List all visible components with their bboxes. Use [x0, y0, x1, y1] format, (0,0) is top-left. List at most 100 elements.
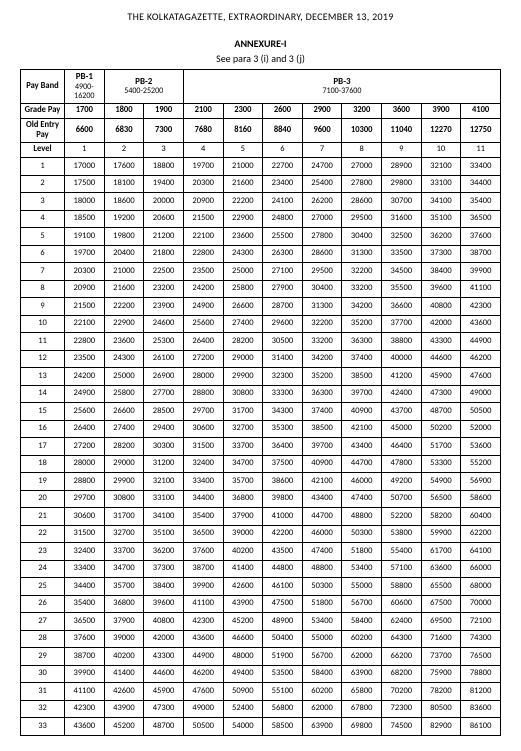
pay-cell: 31600 [382, 210, 422, 228]
see-para-note: See para 3 (i) and 3 (j) [20, 52, 501, 65]
pay-cell: 45000 [382, 420, 422, 438]
table-row: 4185001920020600215002290024800270002950… [21, 210, 501, 228]
pay-cell: 37900 [104, 613, 144, 631]
pay-cell: 40800 [144, 613, 184, 631]
pay-cell: 28200 [223, 333, 263, 351]
gradepay-col: 4100 [461, 104, 501, 119]
pay-cell: 23600 [223, 228, 263, 246]
pay-cell: 33100 [144, 490, 184, 508]
pay-cell: 43300 [421, 333, 461, 351]
pay-cell: 37400 [302, 403, 342, 421]
pay-cell: 42000 [144, 630, 184, 648]
pay-cell: 18600 [104, 193, 144, 211]
pay-cell: 35500 [382, 280, 422, 298]
table-row: 1828000290003120032400347003750040900447… [21, 455, 501, 473]
pay-cell: 30600 [183, 420, 223, 438]
pay-cell: 28200 [104, 438, 144, 456]
pay-cell: 31300 [302, 298, 342, 316]
pay-cell: 59900 [421, 525, 461, 543]
level-col: 3 [144, 143, 184, 158]
pay-cell: 36800 [104, 595, 144, 613]
pay-cell: 50500 [183, 718, 223, 736]
pay-cell: 22500 [144, 263, 184, 281]
pay-cell: 56700 [302, 648, 342, 666]
pay-cell: 41400 [223, 560, 263, 578]
payband-col-pb2: PB-2 5400-25200 [104, 70, 183, 104]
row-index: 6 [21, 245, 65, 263]
level-col: 11 [461, 143, 501, 158]
pay-cell: 38500 [342, 368, 382, 386]
pay-cell: 72300 [382, 700, 422, 718]
row-index: 14 [21, 385, 65, 403]
pay-cell: 31300 [342, 245, 382, 263]
table-row: 1022100229002460025600274002960032200352… [21, 315, 501, 333]
pay-cell: 29800 [382, 175, 422, 193]
payband-header: Pay Band [21, 70, 65, 104]
pay-cell: 36600 [382, 298, 422, 316]
pay-cell: 26400 [183, 333, 223, 351]
pay-cell: 38800 [382, 333, 422, 351]
pay-cell: 60200 [302, 683, 342, 701]
pay-cell: 36400 [263, 438, 303, 456]
table-row: 1170001760018800197002100022700247002700… [21, 158, 501, 176]
pay-cell: 34500 [382, 263, 422, 281]
pay-cell: 82900 [421, 718, 461, 736]
pay-cell: 21500 [65, 298, 105, 316]
pay-cell: 80500 [421, 700, 461, 718]
gradepay-col: 1800 [104, 104, 144, 119]
pay-cell: 55200 [461, 455, 501, 473]
pay-cell: 21600 [104, 280, 144, 298]
pay-cell: 26100 [144, 350, 184, 368]
annexure-title: ANNEXURE-I [20, 37, 501, 50]
pay-cell: 48900 [263, 613, 303, 631]
pay-cell: 34300 [263, 403, 303, 421]
pay-cell: 39600 [144, 595, 184, 613]
pay-cell: 58800 [382, 578, 422, 596]
pay-cell: 35700 [104, 578, 144, 596]
row-index: 4 [21, 210, 65, 228]
row-index: 33 [21, 718, 65, 736]
pay-cell: 48800 [342, 508, 382, 526]
pay-cell: 40000 [382, 350, 422, 368]
pay-cell: 39800 [263, 490, 303, 508]
pay-cell: 58200 [421, 508, 461, 526]
table-row: 1525600266002850029700317003430037400409… [21, 403, 501, 421]
pay-cell: 44600 [421, 350, 461, 368]
pay-cell: 33700 [104, 543, 144, 561]
gradepay-col: 2900 [302, 104, 342, 119]
pay-cell: 58400 [302, 665, 342, 683]
pay-cell: 51800 [302, 595, 342, 613]
oldentrypay-col: 8160 [223, 118, 263, 143]
pay-cell: 43400 [342, 438, 382, 456]
pay-cell: 36300 [302, 385, 342, 403]
pay-cell: 58600 [461, 490, 501, 508]
pay-cell: 37900 [223, 508, 263, 526]
pay-cell: 49000 [183, 700, 223, 718]
pay-cell: 33100 [421, 175, 461, 193]
table-row: 3141100426004590047600509005510060200658… [21, 683, 501, 701]
pay-cell: 46100 [263, 578, 303, 596]
pay-cell: 33400 [183, 473, 223, 491]
gradepay-header: Grade Pay [21, 104, 65, 119]
pay-cell: 53300 [421, 455, 461, 473]
gradepay-col: 1700 [65, 104, 105, 119]
table-row: 8209002160023200242002580027900304003320… [21, 280, 501, 298]
pay-cell: 28900 [382, 158, 422, 176]
pay-cell: 27700 [144, 385, 184, 403]
table-row: 1626400274002940030600327003530038500421… [21, 420, 501, 438]
pay-cell: 28000 [65, 455, 105, 473]
pay-cell: 39700 [342, 385, 382, 403]
pay-cell: 45900 [144, 683, 184, 701]
pay-cell: 34400 [65, 578, 105, 596]
pay-cell: 73700 [421, 648, 461, 666]
pay-cell: 64300 [382, 630, 422, 648]
row-index: 25 [21, 578, 65, 596]
page: THE KOLKATAGAZETTE, EXTRAORDINARY, DECEM… [0, 0, 521, 751]
level-col: 7 [302, 143, 342, 158]
row-index: 13 [21, 368, 65, 386]
pay-cell: 40200 [104, 648, 144, 666]
table-row: 2029700308003310034400368003980043400474… [21, 490, 501, 508]
pay-cell: 19200 [104, 210, 144, 228]
pay-cell: 37500 [263, 455, 303, 473]
pay-cell: 86100 [461, 718, 501, 736]
